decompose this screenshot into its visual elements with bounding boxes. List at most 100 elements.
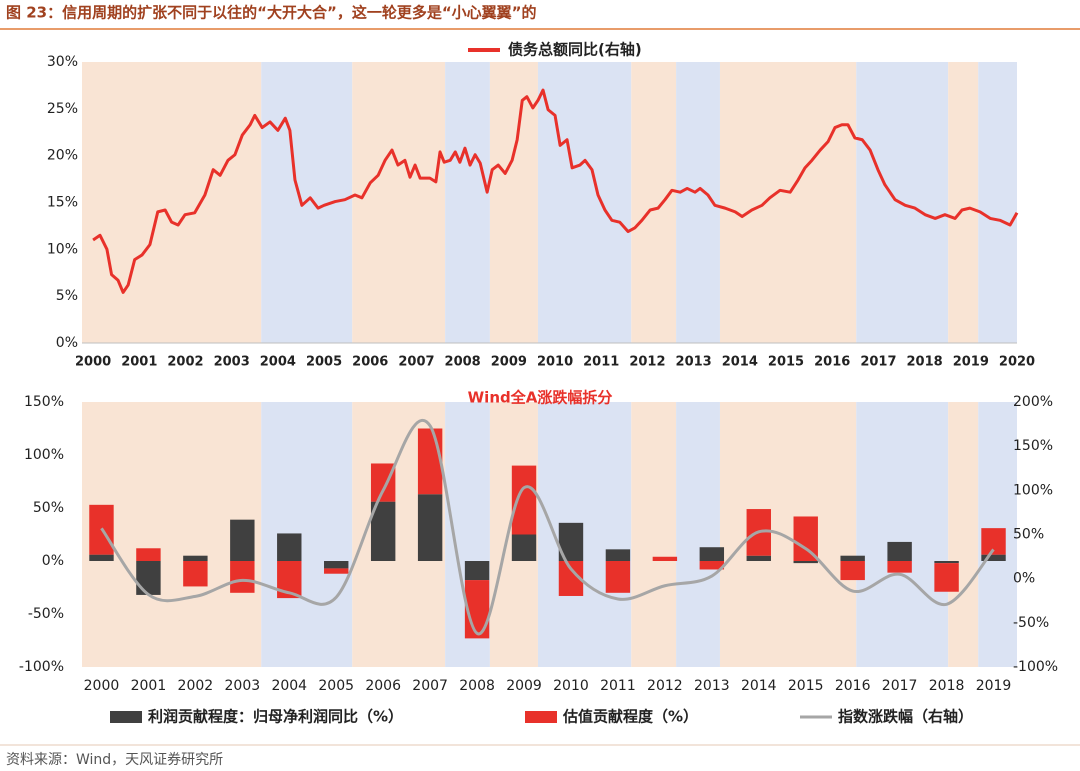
shaded-period: [948, 62, 979, 343]
bar: [230, 519, 255, 561]
y2-tick-label: 200%: [1013, 394, 1053, 410]
bar: [136, 561, 161, 595]
x-tick-label: 2017: [882, 678, 918, 694]
shaded-period: [445, 62, 490, 343]
shaded-period: [676, 402, 720, 667]
shaded-period: [719, 402, 857, 667]
x-tick-label: 2013: [676, 355, 712, 370]
bar: [511, 465, 537, 535]
bar: [324, 568, 349, 574]
x-tick-label: 2008: [445, 355, 481, 370]
x-tick-label: 2010: [537, 355, 573, 370]
y-tick-label: 30%: [47, 54, 78, 70]
y-tick-label: 20%: [47, 148, 78, 164]
bar: [699, 547, 725, 561]
figure-title: 图 23：信用周期的扩张不同于以往的“大开大合”，这一轮更多是“小心翼翼”的: [6, 4, 537, 22]
shaded-period: [948, 402, 979, 667]
y-tick-label: 25%: [47, 101, 78, 117]
bar: [793, 561, 818, 564]
bar: [605, 549, 631, 561]
shaded-period: [631, 402, 677, 667]
x-tick-label: 2015: [788, 678, 824, 694]
bar: [652, 556, 678, 561]
y-tick-label: 5%: [56, 288, 78, 304]
x-tick-label: 2002: [178, 678, 214, 694]
y-tick-label: 0%: [56, 335, 78, 351]
legend-label: 指数涨跌幅（右轴）: [838, 708, 973, 726]
x-tick-label: 2014: [722, 355, 758, 370]
shaded-period: [856, 402, 949, 667]
x-tick-label: 2020: [999, 355, 1035, 370]
shaded-period: [352, 62, 446, 343]
legend-label: 估值贡献程度（%）: [562, 708, 698, 726]
x-tick-label: 2015: [768, 355, 804, 370]
series-line: [92, 88, 1019, 294]
x-tick-label: 2014: [741, 678, 777, 694]
bar: [934, 561, 959, 564]
x-tick-label: 2013: [694, 678, 730, 694]
x-tick-label: 2007: [412, 678, 448, 694]
x-tick-label: 2009: [506, 678, 542, 694]
bar: [934, 563, 959, 592]
y-tick-label: -100%: [19, 659, 64, 675]
x-tick-label: 2003: [214, 355, 250, 370]
bar: [183, 555, 208, 561]
shaded-period: [82, 62, 262, 343]
x-tick-label: 2007: [398, 355, 434, 370]
y2-tick-label: -50%: [1013, 615, 1049, 631]
bar: [89, 554, 114, 561]
shaded-period: [978, 62, 1017, 343]
x-tick-label: 2017: [860, 355, 896, 370]
bar: [464, 561, 490, 581]
y-tick-label: 150%: [24, 394, 64, 410]
shaded-period: [261, 402, 353, 667]
y2-tick-label: 100%: [1013, 482, 1053, 498]
x-tick-label: 2018: [929, 678, 965, 694]
bar: [277, 533, 302, 561]
legend-swatch: [525, 711, 557, 723]
bar: [887, 561, 912, 573]
shaded-period: [489, 62, 538, 343]
legend-label: 债务总额同比(右轴): [508, 41, 642, 59]
x-tick-label: 2011: [583, 355, 619, 370]
x-tick-label: 2010: [553, 678, 589, 694]
x-tick-label: 2005: [306, 355, 342, 370]
bar: [511, 534, 537, 561]
legend-swatch: [110, 711, 142, 723]
x-tick-label: 2000: [75, 355, 111, 370]
x-tick-label: 2008: [459, 678, 495, 694]
shaded-period: [719, 62, 857, 343]
bar: [417, 428, 443, 495]
bar: [605, 561, 631, 593]
bar: [136, 548, 161, 561]
source-note: 资料来源：Wind，天风证券研究所: [6, 752, 223, 768]
bar: [699, 561, 725, 570]
legend-label: 利润贡献程度：归母净利润同比（%）: [148, 708, 403, 726]
y-tick-label: 50%: [33, 500, 64, 516]
y-tick-label: 15%: [47, 195, 78, 211]
x-tick-label: 2009: [491, 355, 527, 370]
y-tick-label: 0%: [42, 553, 64, 569]
x-tick-label: 2012: [629, 355, 665, 370]
bar: [840, 561, 865, 581]
shaded-period: [631, 62, 677, 343]
bar: [887, 541, 912, 561]
y2-tick-label: 50%: [1013, 527, 1044, 543]
x-tick-label: 2016: [814, 355, 850, 370]
x-tick-label: 2003: [225, 678, 261, 694]
y-tick-label: 10%: [47, 241, 78, 257]
bar: [230, 561, 255, 593]
x-tick-label: 2012: [647, 678, 683, 694]
x-tick-label: 2018: [907, 355, 943, 370]
x-tick-label: 2004: [271, 678, 307, 694]
y2-tick-label: 0%: [1013, 571, 1035, 587]
x-tick-label: 2001: [131, 678, 167, 694]
bar: [324, 561, 349, 569]
x-tick-label: 2006: [365, 678, 401, 694]
x-tick-label: 2001: [121, 355, 157, 370]
y2-tick-label: 150%: [1013, 438, 1053, 454]
x-tick-label: 2004: [260, 355, 296, 370]
x-tick-label: 2016: [835, 678, 871, 694]
x-tick-label: 2019: [976, 678, 1012, 694]
